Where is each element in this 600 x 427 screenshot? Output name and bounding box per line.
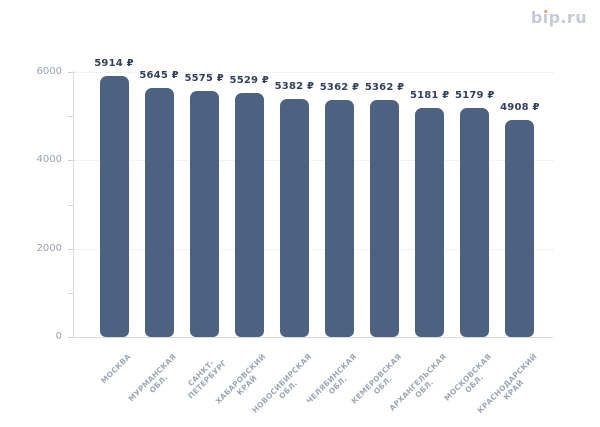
y-axis-line [73, 71, 74, 338]
y-axis-tick [68, 204, 73, 206]
bar-value-label: 5362 ₽ [319, 82, 360, 94]
bar[interactable] [325, 100, 354, 337]
x-category-label-line: МОСКВА [98, 352, 133, 386]
y-tick-label: 4000 [36, 154, 62, 166]
logo-i-dot [543, 9, 548, 13]
y-tick-label: 0 [55, 331, 62, 342]
bar-value-label: 5382 ₽ [274, 81, 315, 93]
bar-value-label: 5529 ₽ [229, 74, 270, 86]
logo-letter-i: ı [543, 8, 549, 27]
grid-line [73, 72, 553, 73]
bar[interactable] [99, 75, 129, 337]
bar-value-label: 4908 ₽ [500, 102, 540, 114]
y-tick-label: 6000 [36, 66, 62, 77]
bar[interactable] [234, 92, 264, 337]
y-axis-tick [68, 160, 73, 162]
bar[interactable] [415, 108, 445, 337]
bar[interactable] [189, 90, 219, 337]
grid-line [73, 248, 553, 250]
y-tick-label: 2000 [36, 242, 62, 254]
x-category-label: МУРМАНСКАЯ ОБЛ. [126, 352, 184, 410]
y-axis-tick [68, 248, 73, 250]
y-axis-tick [68, 116, 73, 118]
y-axis-tick [68, 292, 73, 294]
logo-text-pre: b [530, 8, 543, 27]
grid-line [73, 160, 553, 162]
bar[interactable] [460, 108, 490, 337]
bar[interactable] [144, 87, 174, 337]
bar-value-label: 5179 ₽ [455, 90, 495, 102]
x-category-label: МОСКВА [99, 352, 132, 385]
bar-value-label: 5645 ₽ [139, 69, 179, 81]
y-axis-tick [68, 337, 73, 338]
bar[interactable] [370, 100, 400, 337]
bar-value-label: 5362 ₽ [364, 82, 405, 94]
bar[interactable] [505, 120, 535, 337]
y-axis-tick [68, 72, 73, 73]
brand-logo[interactable]: bı p.ru [531, 8, 587, 27]
bar[interactable] [279, 99, 309, 337]
logo-dotless-i: ı [542, 8, 549, 27]
bar-value-label: 5575 ₽ [184, 72, 224, 84]
bar-value-label: 5914 ₽ [94, 57, 134, 69]
x-axis-line [73, 337, 553, 338]
bar-value-label: 5181 ₽ [409, 90, 450, 102]
logo-text-post: p.ru [548, 8, 587, 27]
